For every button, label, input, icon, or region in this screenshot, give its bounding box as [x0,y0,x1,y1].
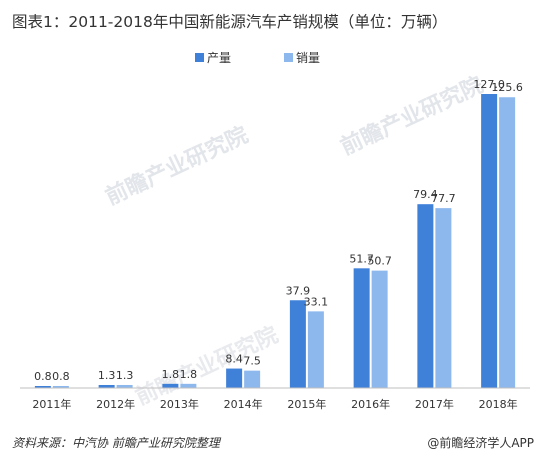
data-label-sales-2018年: 125.6 [491,81,523,94]
data-label-production-2017年: 79.4 [413,188,438,201]
bar-sales-2014年 [244,370,261,388]
data-label-sales-2012年: 1.3 [116,369,134,382]
legend-label-sales: 销量 [296,51,320,65]
data-label-sales-2017年: 77.7 [431,192,456,205]
bar-production-2013年 [162,383,179,388]
x-tick-label-2018年: 2018年 [479,397,518,411]
data-label-production-2018年: 127.0 [473,78,505,91]
bar-sales-2011年 [52,386,69,388]
data-label-sales-2011年: 0.8 [52,370,70,383]
legend-swatch-production [195,53,204,62]
x-tick-label-2015年: 2015年 [287,397,326,411]
x-tick-label-2013年: 2013年 [160,397,199,411]
data-label-sales-2014年: 7.5 [243,355,261,368]
bar-production-2016年 [353,268,370,388]
data-label-production-2016年: 51.7 [349,252,374,265]
data-label-sales-2016年: 50.7 [367,255,392,268]
bar-sales-2017年 [435,208,452,388]
bar-sales-2016年 [371,270,388,388]
legend: 产量 销量 [195,51,320,65]
legend-label-production: 产量 [207,51,231,65]
bar-sales-2015年 [307,311,324,388]
watermark-text-lower: 前瞻产业研究院 [337,72,488,161]
bar-production-2011年 [34,386,51,388]
bar-production-2017年 [417,204,434,388]
x-tick-label-2017年: 2017年 [415,397,454,411]
data-label-production-2013年: 1.8 [162,368,180,381]
x-tick-label-2011年: 2011年 [32,397,71,411]
bar-sales-2012年 [116,384,133,388]
x-tick-label-2016年: 2016年 [351,397,390,411]
chart-title: 图表1：2011-2018年中国新能源汽车产销规模（单位：万辆） [12,13,447,31]
bar-production-2018年 [481,94,498,388]
x-tick-label-2014年: 2014年 [224,397,263,411]
watermark-text-upper: 前瞻产业研究院 [102,122,253,211]
plot-area: 0.8 0.8 2011年 1.3 1.3 2012年 1.8 1.8 2013年 8.4 7.5 2… [32,78,523,411]
data-label-sales-2015年: 33.1 [304,295,329,308]
data-label-sales-2013年: 1.8 [180,368,198,381]
data-label-production-2014年: 8.4 [225,353,243,366]
legend-swatch-sales [284,53,293,62]
data-label-production-2015年: 37.9 [286,284,311,297]
source-note: 资料来源：中汽协 前瞻产业研究院整理 [12,436,222,450]
brand-credit: @前瞻经济学人APP [427,435,534,450]
x-tick-label-2012年: 2012年 [96,397,135,411]
bar-sales-2018年 [499,97,516,389]
bar-production-2015年 [289,300,306,388]
bar-production-2014年 [226,368,243,388]
data-label-production-2012年: 1.3 [98,369,116,382]
bar-production-2012年 [98,384,115,388]
bar-sales-2013年 [180,383,197,388]
data-label-production-2011年: 0.8 [34,370,52,383]
